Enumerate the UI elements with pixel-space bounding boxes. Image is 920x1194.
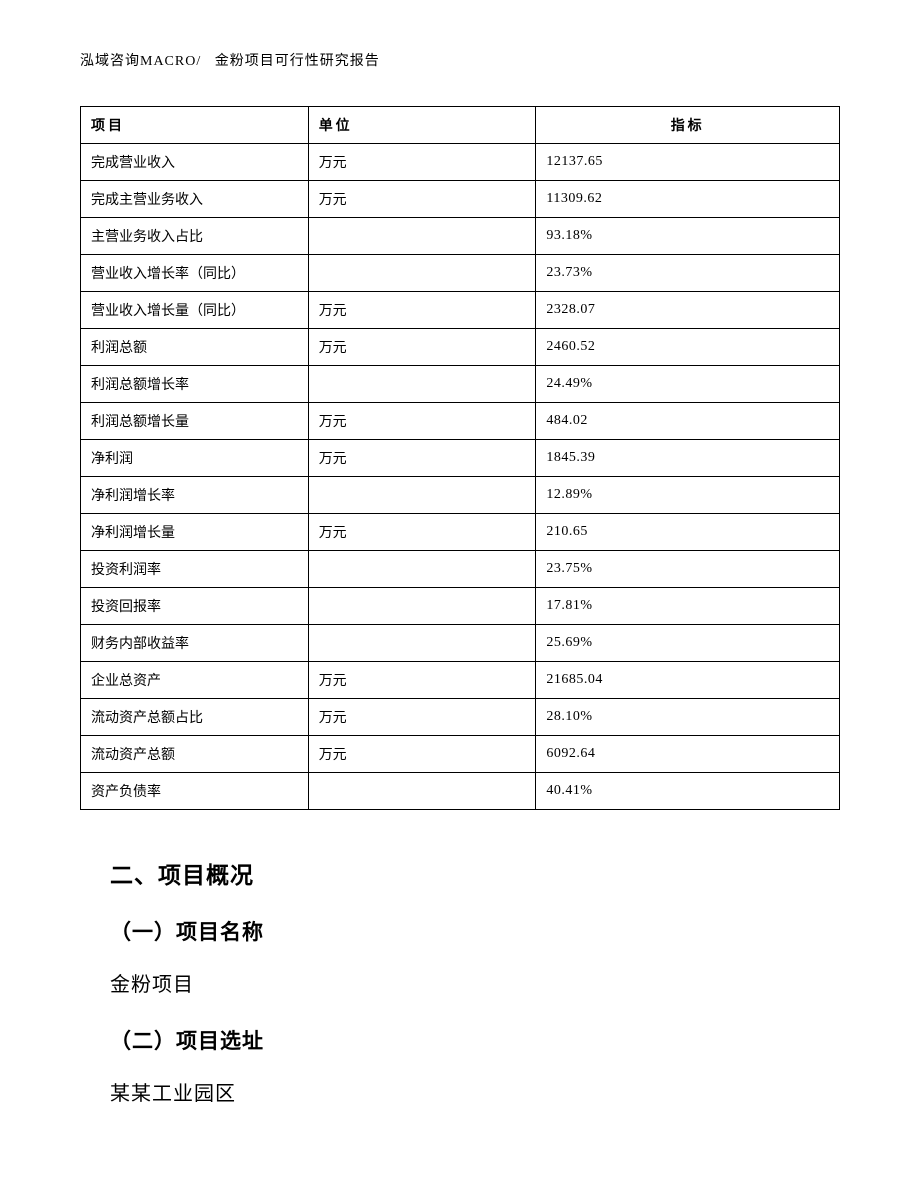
cell-unit [308,773,536,810]
cell-value: 2460.52 [536,329,840,366]
cell-value: 25.69% [536,625,840,662]
subsection-2-heading: （二）项目选址 [110,1025,810,1055]
table-row: 投资利润率 23.75% [81,551,840,588]
table-row: 利润总额增长率 24.49% [81,366,840,403]
cell-unit: 万元 [308,292,536,329]
table-row: 企业总资产万元21685.04 [81,662,840,699]
table-row: 流动资产总额万元6092.64 [81,736,840,773]
cell-unit: 万元 [308,699,536,736]
cell-unit: 万元 [308,736,536,773]
cell-item: 完成主营业务收入 [81,181,309,218]
cell-item: 企业总资产 [81,662,309,699]
cell-item: 流动资产总额 [81,736,309,773]
table-row: 完成主营业务收入万元11309.62 [81,181,840,218]
cell-item: 营业收入增长率（同比） [81,255,309,292]
cell-value: 11309.62 [536,181,840,218]
table-row: 营业收入增长率（同比） 23.73% [81,255,840,292]
cell-unit [308,218,536,255]
section-heading: 二、项目概况 [110,856,810,890]
cell-item: 流动资产总额占比 [81,699,309,736]
cell-unit [308,255,536,292]
body-text: 二、项目概况 （一）项目名称 金粉项目 （二）项目选址 某某工业园区 [80,856,840,1106]
cell-item: 投资回报率 [81,588,309,625]
cell-value: 23.75% [536,551,840,588]
cell-item: 利润总额增长量 [81,403,309,440]
cell-value: 12.89% [536,477,840,514]
cell-item: 净利润 [81,440,309,477]
table-row: 营业收入增长量（同比）万元2328.07 [81,292,840,329]
cell-unit: 万元 [308,181,536,218]
table-row: 利润总额增长量万元484.02 [81,403,840,440]
col-header-value: 指标 [536,107,840,144]
cell-unit [308,477,536,514]
table-row: 净利润增长率 12.89% [81,477,840,514]
cell-value: 6092.64 [536,736,840,773]
cell-value: 12137.65 [536,144,840,181]
cell-value: 40.41% [536,773,840,810]
cell-unit [308,551,536,588]
table-row: 财务内部收益率 25.69% [81,625,840,662]
cell-value: 21685.04 [536,662,840,699]
table-row: 完成营业收入万元12137.65 [81,144,840,181]
cell-value: 23.73% [536,255,840,292]
cell-item: 财务内部收益率 [81,625,309,662]
cell-item: 完成营业收入 [81,144,309,181]
cell-value: 93.18% [536,218,840,255]
table-row: 净利润万元1845.39 [81,440,840,477]
table-row: 主营业务收入占比 93.18% [81,218,840,255]
cell-value: 484.02 [536,403,840,440]
col-header-unit: 单位 [308,107,536,144]
table-row: 利润总额万元2460.52 [81,329,840,366]
subsection-1-body: 金粉项目 [110,968,810,997]
table-row: 资产负债率 40.41% [81,773,840,810]
document-page: 泓域咨询MACRO/ 金粉项目可行性研究报告 项目 单位 指标 完成营业收入万元… [0,0,920,1194]
subsection-1-heading: （一）项目名称 [110,916,810,946]
header-title: 金粉项目可行性研究报告 [215,54,380,69]
cell-item: 投资利润率 [81,551,309,588]
subsection-2-body: 某某工业园区 [110,1077,810,1106]
cell-item: 营业收入增长量（同比） [81,292,309,329]
cell-unit: 万元 [308,662,536,699]
cell-unit: 万元 [308,440,536,477]
cell-unit: 万元 [308,403,536,440]
cell-unit: 万元 [308,514,536,551]
cell-unit: 万元 [308,144,536,181]
cell-value: 1845.39 [536,440,840,477]
cell-value: 210.65 [536,514,840,551]
cell-value: 24.49% [536,366,840,403]
cell-value: 28.10% [536,699,840,736]
cell-item: 利润总额 [81,329,309,366]
cell-unit [308,625,536,662]
cell-item: 主营业务收入占比 [81,218,309,255]
table-row: 流动资产总额占比万元28.10% [81,699,840,736]
table-header-row: 项目 单位 指标 [81,107,840,144]
cell-item: 净利润增长率 [81,477,309,514]
cell-value: 2328.07 [536,292,840,329]
cell-unit [308,366,536,403]
table-row: 净利润增长量万元210.65 [81,514,840,551]
table-row: 投资回报率 17.81% [81,588,840,625]
financial-indicators-table: 项目 单位 指标 完成营业收入万元12137.65完成主营业务收入万元11309… [80,106,840,810]
cell-unit [308,588,536,625]
col-header-item: 项目 [81,107,309,144]
cell-unit: 万元 [308,329,536,366]
header-company: 泓域咨询MACRO/ [80,54,201,69]
table-body: 完成营业收入万元12137.65完成主营业务收入万元11309.62主营业务收入… [81,144,840,810]
cell-item: 净利润增长量 [81,514,309,551]
cell-item: 利润总额增长率 [81,366,309,403]
cell-item: 资产负债率 [81,773,309,810]
cell-value: 17.81% [536,588,840,625]
page-header: 泓域咨询MACRO/ 金粉项目可行性研究报告 [80,50,840,70]
